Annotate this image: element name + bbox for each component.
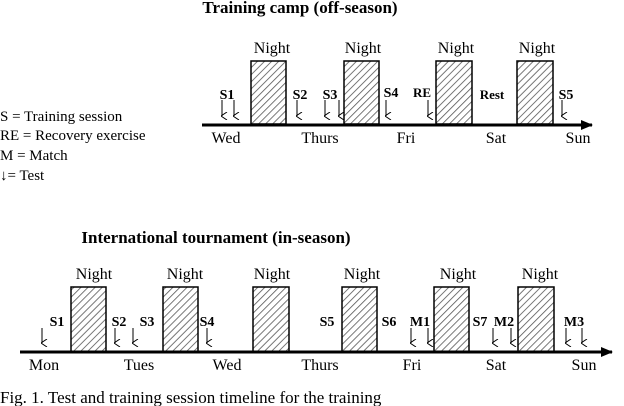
legend-session: S = Training session [0,109,123,125]
night-block [433,286,470,353]
night-block [516,60,554,125]
night-block [162,286,199,353]
night-block [517,286,555,353]
day-label: Thurs [301,357,338,374]
figure-caption: Fig. 1. Test and training session timeli… [0,388,382,406]
night-block [341,286,378,353]
event-label: M1 [410,315,430,330]
day-label: Tues [124,357,155,374]
night-label: Night [344,266,381,283]
panel1-title: Training camp (off-season) [202,0,397,17]
event-label: S1 [220,88,235,103]
event-label: M3 [564,315,584,330]
event-label: S2 [112,315,127,330]
event-label: S1 [50,315,65,330]
panel2-title: International tournament (in-season) [81,228,350,247]
event-label: S4 [200,315,215,330]
event-label: S4 [384,86,399,101]
day-label: Thurs [301,130,338,147]
night-block [435,60,473,125]
night-block [252,286,290,353]
night-label: Night [254,40,291,57]
event-label: S5 [559,88,574,103]
day-label: Mon [29,357,59,374]
day-label: Fri [397,130,416,147]
night-label: Night [345,40,382,57]
event-label: S6 [382,315,397,330]
night-label: Night [522,266,559,283]
night-block [70,286,107,353]
event-label: RE [413,85,431,100]
night-label: Night [519,40,556,57]
night-block [250,60,287,125]
night-label: Night [167,266,204,283]
day-label: Sat [486,357,507,374]
event-label: Rest [480,87,505,102]
night-block [343,60,380,125]
day-label: Wed [212,130,241,147]
event-label: S5 [320,315,335,330]
day-label: Fri [403,357,422,374]
legend-test: ↓= Test [0,168,45,184]
event-label: S3 [140,315,155,330]
event-label: M2 [494,315,514,330]
event-label: S3 [323,88,338,103]
night-label: Night [440,266,477,283]
day-label: Wed [213,357,242,374]
event-label: S7 [473,315,488,330]
event-label: S2 [293,88,308,103]
day-label: Sat [486,130,507,147]
legend-match: M = Match [0,148,68,164]
day-label: Sun [572,357,597,374]
night-label: Night [254,266,291,283]
night-label: Night [76,266,113,283]
day-label: Sun [566,130,591,147]
night-label: Night [438,40,475,57]
legend-recovery: RE = Recovery exercise [0,128,146,144]
